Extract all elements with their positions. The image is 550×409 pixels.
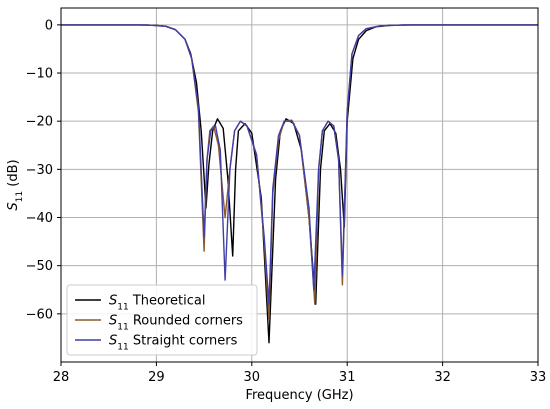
y-tick-label: −60 [26, 307, 53, 322]
y-tick-label: 0 [45, 18, 53, 33]
y-tick-label: −50 [26, 259, 53, 274]
x-tick-label: 32 [434, 370, 451, 385]
x-axis-label: Frequency (GHz) [245, 388, 353, 403]
y-tick-label: −30 [26, 163, 53, 178]
y-axis-label: S11 (dB) [6, 159, 25, 210]
x-tick-label: 28 [53, 370, 70, 385]
grid [60, 8, 539, 362]
x-tick-label: 29 [148, 370, 165, 385]
y-axis-label-subscript: 11 [15, 191, 25, 202]
y-tick-label: −40 [26, 211, 53, 226]
ticks: 28 29 30 31 32 33 0 −10 −20 −30 −40 −50 −60 [26, 18, 547, 385]
y-tick-label: −10 [26, 67, 53, 82]
x-tick-label: 33 [530, 370, 547, 385]
plot-frame [60, 7, 539, 363]
x-tick-label: 30 [244, 370, 261, 385]
x-tick-label: 31 [339, 370, 356, 385]
y-tick-label: −20 [26, 115, 53, 130]
series-line-2 [61, 24, 538, 305]
y-axis-label-unit: (dB) [6, 159, 21, 190]
legend-label-2: S11 Straight corners [109, 334, 238, 353]
legend-box [66, 284, 258, 356]
series-layer [61, 24, 538, 344]
legend-label-1: S11 Rounded corners [109, 314, 243, 333]
legend-label-0: S11 Theoretical [109, 294, 205, 313]
y-axis-label-symbol: S [6, 202, 21, 210]
